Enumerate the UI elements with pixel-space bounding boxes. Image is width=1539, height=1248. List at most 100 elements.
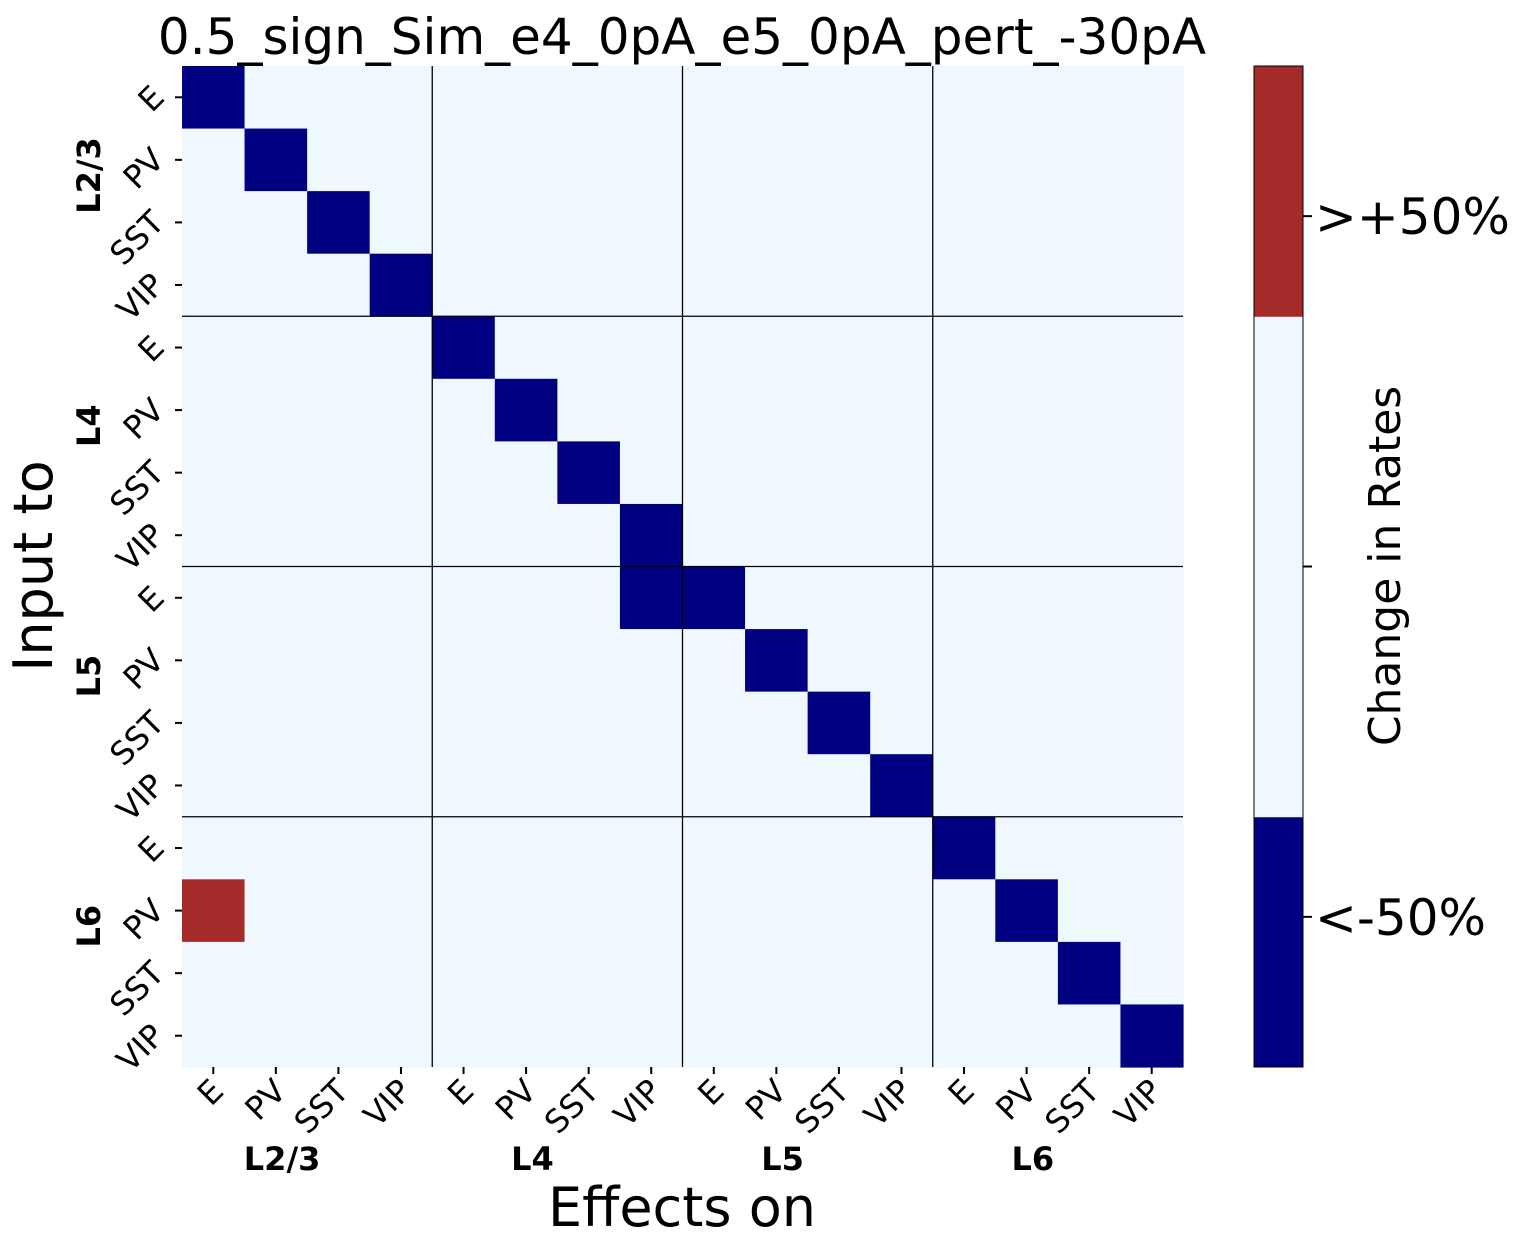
heatmap-cell: [307, 66, 371, 130]
heatmap-cell: [1120, 191, 1184, 255]
heatmap-cell: [682, 691, 746, 755]
x-tick-label: VIP: [856, 1072, 919, 1135]
heatmap-cell: [1057, 316, 1122, 380]
y-tick-label: E: [130, 579, 171, 620]
heatmap-cell: [182, 941, 246, 1006]
heatmap-cell: [1057, 691, 1122, 755]
heatmap-cell: [494, 941, 558, 1006]
heatmap-cell: [557, 566, 621, 630]
heatmap-cell: [995, 191, 1059, 255]
heatmap-cell: [557, 879, 621, 943]
heatmap-cell: [182, 879, 246, 943]
heatmap-cell: [870, 316, 934, 380]
heatmap-cell: [432, 191, 496, 255]
heatmap-cell: [369, 128, 433, 192]
heatmap-cell: [557, 253, 621, 317]
heatmap-cell: [870, 378, 934, 442]
heatmap-cell: [369, 191, 433, 255]
heatmap-cell: [557, 754, 621, 818]
heatmap-cell: [1057, 629, 1122, 693]
heatmap-cell: [619, 128, 684, 192]
group-separators: [182, 66, 1183, 1067]
chart-title: 0.5_sign_Sim_e4_0pA_e5_0pA_pert_-30pA: [158, 8, 1206, 66]
x-tick-label: E: [440, 1072, 481, 1113]
heatmap-cell: [745, 566, 809, 630]
colorbar-segment: [1254, 316, 1303, 567]
heatmap-cell: [619, 378, 684, 442]
heatmap-cell: [1057, 566, 1122, 630]
heatmap-cell: [244, 128, 308, 192]
heatmap-cell: [682, 503, 746, 568]
heatmap-cell: [932, 566, 996, 630]
heatmap-cell: [182, 191, 246, 255]
heatmap-cell: [995, 879, 1059, 943]
heatmap-cell: [432, 253, 496, 317]
heatmap-cell: [1057, 816, 1122, 880]
heatmap-cell: [1057, 441, 1122, 505]
heatmap-cell: [932, 253, 996, 317]
heatmap-cell: [432, 128, 496, 192]
heatmap-cell: [244, 879, 308, 943]
heatmap-cell: [745, 66, 809, 130]
heatmap-cell: [1120, 1004, 1184, 1068]
heatmap-cell: [369, 441, 433, 505]
heatmap-cell: [494, 503, 558, 568]
heatmap-cell: [369, 316, 433, 380]
heatmap-cell: [494, 441, 558, 505]
colorbar-segment: [1254, 816, 1303, 1068]
heatmap-cell: [494, 691, 558, 755]
heatmap-cell: [745, 253, 809, 317]
heatmap-cell: [682, 441, 746, 505]
heatmap-cell: [619, 629, 684, 693]
heatmap-cell: [619, 316, 684, 380]
heatmap-cell: [307, 378, 371, 442]
x-tick-label: PV: [988, 1072, 1044, 1128]
heatmap-cell: [619, 566, 684, 630]
heatmap-cell: [995, 128, 1059, 192]
heatmap-cell: [369, 66, 433, 130]
y-group-label: L6: [70, 905, 108, 948]
heatmap-cell: [307, 503, 371, 568]
heatmap-cell: [682, 754, 746, 818]
heatmap-cell: [182, 316, 246, 380]
heatmap-cell: [1057, 879, 1122, 943]
heatmap-cell: [432, 816, 496, 880]
heatmap-cell: [494, 316, 558, 380]
heatmap-cell: [932, 128, 996, 192]
heatmap-cell: [244, 754, 308, 818]
heatmap-cell: [682, 66, 746, 130]
x-tick-label: VIP: [356, 1072, 419, 1135]
heatmap-cell: [1057, 191, 1122, 255]
heatmap-cell: [995, 503, 1059, 568]
heatmap-cell: [307, 879, 371, 943]
heatmap-cell: [932, 316, 996, 380]
heatmap-cell: [807, 316, 871, 380]
heatmap-cell: [182, 816, 246, 880]
heatmap-cell: [745, 503, 809, 568]
x-group-label: L6: [1011, 1140, 1054, 1178]
heatmap-cell: [307, 691, 371, 755]
heatmap-cell: [807, 191, 871, 255]
heatmap-cell: [995, 941, 1059, 1006]
heatmap-cell: [870, 566, 934, 630]
heatmap-cell: [182, 66, 246, 130]
heatmap-cell: [557, 629, 621, 693]
heatmap-cell: [870, 879, 934, 943]
heatmap-cell: [307, 253, 371, 317]
x-tick-label: PV: [237, 1072, 293, 1128]
heatmap-cell: [1057, 941, 1122, 1006]
y-tick-label: SST: [102, 203, 172, 273]
heatmap-cell: [932, 503, 996, 568]
heatmap-cell: [244, 629, 308, 693]
heatmap-cell: [682, 128, 746, 192]
x-tick-label: PV: [738, 1072, 794, 1128]
heatmap-cell: [682, 253, 746, 317]
heatmap-cell: [619, 191, 684, 255]
heatmap-cell: [995, 1004, 1059, 1068]
heatmap-cell: [557, 816, 621, 880]
heatmap-cell: [1120, 879, 1184, 943]
heatmap-cell: [244, 1004, 308, 1068]
heatmap-cell: [369, 691, 433, 755]
heatmap-cell: [745, 879, 809, 943]
